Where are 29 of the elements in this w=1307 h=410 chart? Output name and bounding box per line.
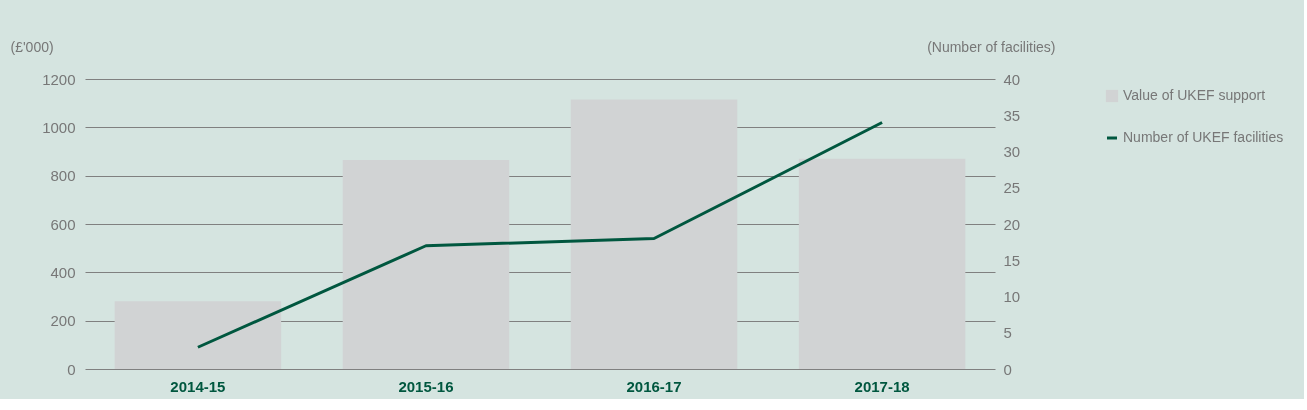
- y2-tick-label: 10: [1003, 288, 1021, 305]
- y-tick-label: 800: [50, 167, 76, 185]
- x-tick-label: 2016-17: [626, 377, 682, 395]
- y-tick-label: 1000: [42, 118, 76, 136]
- legend-label: Value of UKEF support: [1123, 87, 1266, 103]
- legend-label: Number of UKEF facilities: [1123, 129, 1284, 145]
- y2-tick-label: 25: [1003, 179, 1021, 197]
- y2-tick-label: 0: [1003, 360, 1012, 378]
- y2-tick-label: 35: [1003, 106, 1021, 124]
- y-tick-label: 1200: [42, 70, 76, 88]
- y-tick-label: 0: [67, 360, 76, 378]
- bar: [570, 99, 738, 369]
- bar: [342, 159, 510, 369]
- y2-tick-label: 5: [1003, 324, 1012, 342]
- bar: [798, 158, 966, 369]
- y-tick-label: 400: [50, 263, 76, 281]
- y-axis-title: (£'000): [10, 38, 54, 55]
- y2-tick-label: 15: [1003, 251, 1021, 269]
- y2-tick-label: 40: [1003, 70, 1021, 88]
- bar: [114, 301, 282, 369]
- x-tick-label: 2015-16: [398, 377, 454, 395]
- y2-axis-title: (Number of facilities): [927, 38, 1056, 55]
- line-series: [196, 121, 884, 349]
- y2-tick-label: 30: [1003, 143, 1021, 160]
- x-tick-label: 2014-15: [170, 377, 226, 395]
- y-tick-label: 600: [50, 215, 76, 233]
- x-tick-label: 2017-18: [854, 377, 910, 395]
- y2-tick-label: 20: [1003, 215, 1021, 233]
- y-tick-label: 200: [50, 312, 76, 330]
